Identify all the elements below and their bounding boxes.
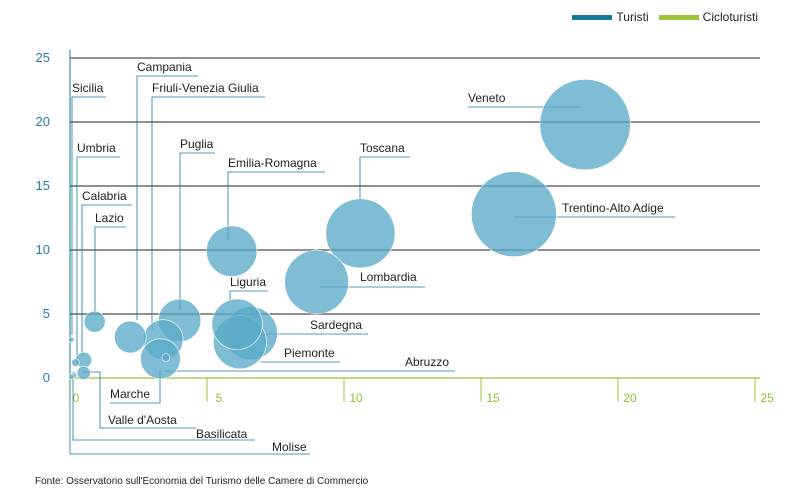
- grid-lines: [70, 57, 760, 315]
- label-sicilia: Sicilia: [72, 81, 104, 95]
- y-tick-5: 5: [43, 306, 50, 321]
- leader-friuli-venezia-giulia: [151, 96, 265, 330]
- leader-liguria: [229, 290, 268, 300]
- label-emilia-romagna: Emilia-Romagna: [228, 156, 317, 170]
- label-valle-d-aosta: Valle d'Aosta: [108, 413, 177, 427]
- label-abruzzo: Abruzzo: [405, 355, 449, 369]
- leader-toscana: [359, 156, 410, 200]
- label-basilicata: Basilicata: [196, 427, 248, 441]
- label-piemonte: Piemonte: [284, 346, 335, 360]
- leader-calabria: [81, 204, 132, 355]
- label-toscana: Toscana: [360, 141, 405, 155]
- bubble-molise: [68, 373, 75, 380]
- bubble-emilia-romagna: [206, 225, 258, 277]
- region-labels: Veneto Trentino-Alto Adige Toscana Lombardi…: [72, 60, 664, 454]
- label-lombardia: Lombardia: [360, 270, 417, 284]
- label-campania: Campania: [137, 60, 192, 74]
- x-tick-10: 10: [349, 391, 363, 405]
- leader-campania: [136, 75, 198, 320]
- y-tick-25: 25: [36, 50, 50, 65]
- legend-swatch-turisti: [572, 14, 613, 20]
- x-tick-25: 25: [760, 391, 774, 405]
- legend: Turisti Cicloturisti: [572, 10, 758, 24]
- bubble-trentino-alto-adige: [471, 171, 557, 258]
- bubble-liguria: [211, 298, 263, 350]
- y-tick-10: 10: [36, 242, 50, 257]
- legend-item-turisti: Turisti: [572, 10, 649, 24]
- bubble-umbria: [71, 358, 80, 367]
- bubble-lazio: [83, 310, 106, 333]
- legend-label-cicloturisti: Cicloturisti: [702, 10, 758, 24]
- bubble-lombardia: [284, 249, 349, 315]
- leader-puglia: [179, 152, 215, 310]
- x-tick-20: 20: [623, 391, 637, 405]
- bubbles: [68, 79, 631, 380]
- axes: 0 5 10 15 20 25 0 5 10 15 20 25: [36, 50, 774, 405]
- label-umbria: Umbria: [77, 141, 116, 155]
- leader-emilia-romagna: [227, 171, 325, 240]
- leader-lazio: [94, 226, 126, 312]
- label-trentino-alto-adige: Trentino-Alto Adige: [562, 201, 664, 215]
- x-tick-15: 15: [486, 391, 500, 405]
- y-tick-15: 15: [36, 178, 50, 193]
- label-veneto: Veneto: [468, 91, 506, 105]
- leader-basilicata: [72, 372, 255, 441]
- label-lazio: Lazio: [95, 211, 124, 225]
- legend-item-cicloturisti: Cicloturisti: [658, 10, 758, 24]
- legend-swatch-cicloturisti: [658, 14, 699, 20]
- bubble-marche: [140, 338, 181, 380]
- label-friuli-venezia-giulia: Friuli-Venezia Giulia: [152, 81, 259, 95]
- x-tick-5: 5: [216, 391, 223, 405]
- label-calabria: Calabria: [82, 189, 127, 203]
- bubble-toscana: [325, 198, 396, 269]
- label-sardegna: Sardegna: [310, 318, 362, 332]
- label-molise: Molise: [272, 440, 307, 454]
- leader-umbria: [76, 156, 120, 360]
- bubble-abruzzo: [161, 353, 171, 362]
- x-tick-0: 0: [73, 391, 80, 405]
- y-tick-0: 0: [43, 370, 50, 385]
- bubble-valle-d-aosta: [76, 365, 91, 380]
- bubble-veneto: [539, 79, 631, 171]
- label-marche: Marche: [110, 387, 150, 401]
- leader-sicilia: [71, 96, 106, 335]
- leader-valle-d-aosta: [82, 371, 196, 429]
- bubble-campania: [114, 320, 147, 354]
- source-note: Fonte: Osservatorio sull'Economia del Tu…: [35, 476, 369, 487]
- leader-marche: [110, 370, 161, 404]
- leader-molise: [69, 374, 310, 455]
- legend-label-turisti: Turisti: [616, 10, 649, 24]
- bubble-sicilia: [68, 336, 75, 343]
- label-puglia: Puglia: [180, 137, 214, 151]
- y-tick-20: 20: [36, 114, 50, 129]
- label-liguria: Liguria: [230, 275, 266, 289]
